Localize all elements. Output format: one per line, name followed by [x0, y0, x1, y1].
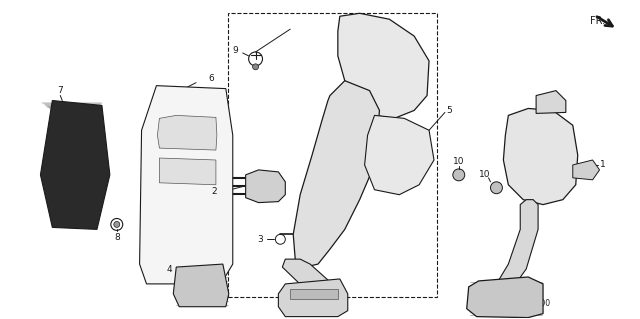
Polygon shape: [504, 108, 578, 204]
Text: 8: 8: [114, 233, 120, 242]
Polygon shape: [291, 289, 338, 299]
Text: 3: 3: [258, 235, 264, 244]
Polygon shape: [246, 170, 285, 203]
Circle shape: [535, 152, 547, 164]
Polygon shape: [467, 277, 543, 318]
Polygon shape: [493, 200, 538, 297]
Circle shape: [253, 64, 259, 70]
Text: 1: 1: [600, 160, 605, 169]
Text: 9: 9: [233, 47, 239, 56]
Text: 4: 4: [166, 264, 172, 273]
Polygon shape: [278, 279, 348, 317]
Text: 10: 10: [479, 170, 490, 179]
Polygon shape: [157, 115, 217, 150]
Polygon shape: [536, 91, 566, 114]
Polygon shape: [159, 158, 216, 185]
Polygon shape: [338, 13, 429, 118]
Text: SZN4B2300: SZN4B2300: [506, 299, 551, 308]
Bar: [228, 13, 437, 297]
Text: 6: 6: [208, 74, 214, 83]
Polygon shape: [40, 100, 110, 229]
Text: 10: 10: [453, 158, 465, 167]
Text: FR.: FR.: [589, 16, 605, 26]
Circle shape: [490, 182, 502, 194]
Polygon shape: [282, 259, 345, 311]
Text: 2: 2: [211, 187, 217, 196]
Polygon shape: [573, 160, 600, 180]
Text: 7: 7: [58, 86, 63, 95]
Polygon shape: [293, 81, 380, 267]
Circle shape: [114, 221, 120, 227]
Text: 5: 5: [446, 106, 452, 115]
Polygon shape: [173, 264, 229, 307]
Circle shape: [453, 169, 465, 181]
Polygon shape: [365, 115, 434, 195]
Polygon shape: [140, 85, 233, 284]
